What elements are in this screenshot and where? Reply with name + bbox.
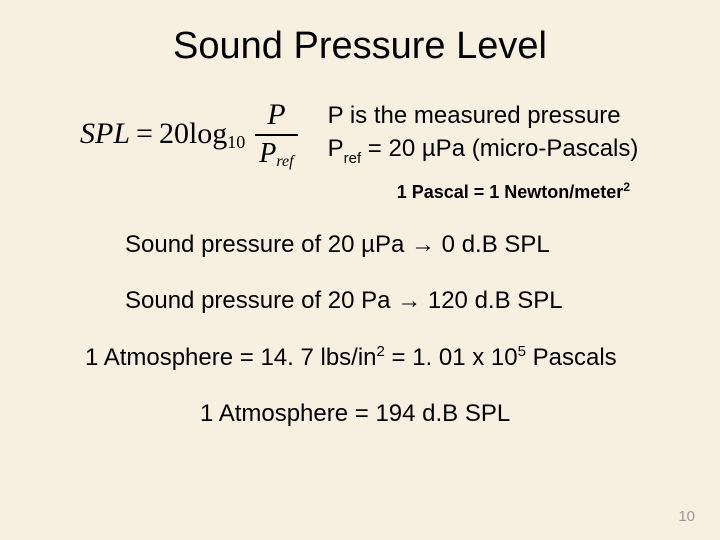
atmosphere-line-1: 1 Atmosphere = 14. 7 lbs/in2 = 1. 01 x 1… [85, 343, 690, 372]
ex1-post: 0 d.B SPL [435, 231, 550, 258]
atm1-a: 1 Atmosphere = 14. 7 lbs/in [85, 344, 377, 371]
formula-coef: 20 [159, 117, 189, 151]
den-main: P [259, 138, 276, 169]
atm1-sup2: 5 [518, 343, 526, 360]
example-line-1: Sound pressure of 20 µPa → 0 d.B SPL [125, 231, 690, 259]
atmosphere-line-2: 1 Atmosphere = 194 d.B SPL [200, 400, 690, 428]
slide: Sound Pressure Level SPL = 20 log 10 P P… [0, 0, 720, 540]
def2-b: = 20 µPa (micro-Pascals) [361, 135, 638, 162]
pascal-a: 1 Pascal = 1 Newton/meter [397, 182, 624, 202]
spl-formula: SPL = 20 log 10 P Pref [80, 98, 298, 170]
def2-a: P [328, 135, 344, 162]
atm1-b: = 1. 01 x 10 [385, 344, 518, 371]
arrow-icon: → [397, 287, 421, 314]
atm1-c: Pascals [526, 344, 617, 371]
atm1-sup1: 2 [377, 343, 385, 360]
formula-eq: = [136, 117, 153, 151]
formula-logbase: 10 [227, 132, 245, 153]
page-number: 10 [678, 508, 695, 525]
formula-fraction: P Pref [255, 98, 297, 170]
arrow-icon: → [411, 231, 435, 258]
pascal-sup: 2 [623, 180, 630, 194]
formula-row: SPL = 20 log 10 P Pref P is the measured… [80, 98, 690, 170]
formula-log: log [189, 117, 227, 151]
def2-sub: ref [344, 150, 362, 167]
slide-title: Sound Pressure Level [30, 25, 690, 68]
fraction-den: Pref [259, 136, 293, 170]
def-line1: P is the measured pressure [328, 100, 639, 132]
ex1-pre: Sound pressure of 20 µPa [125, 231, 411, 258]
example-line-2: Sound pressure of 20 Pa → 120 d.B SPL [125, 287, 690, 315]
fraction-num: P [255, 98, 297, 136]
formula-lhs: SPL [80, 117, 130, 151]
ex2-pre: Sound pressure of 20 Pa [125, 287, 397, 314]
pascal-note: 1 Pascal = 1 Newton/meter2 [30, 180, 630, 203]
den-sub: ref [276, 153, 293, 170]
ex2-post: 120 d.B SPL [421, 287, 562, 314]
definitions: P is the measured pressure Pref = 20 µPa… [328, 100, 639, 167]
def-line2: Pref = 20 µPa (micro-Pascals) [328, 133, 639, 168]
